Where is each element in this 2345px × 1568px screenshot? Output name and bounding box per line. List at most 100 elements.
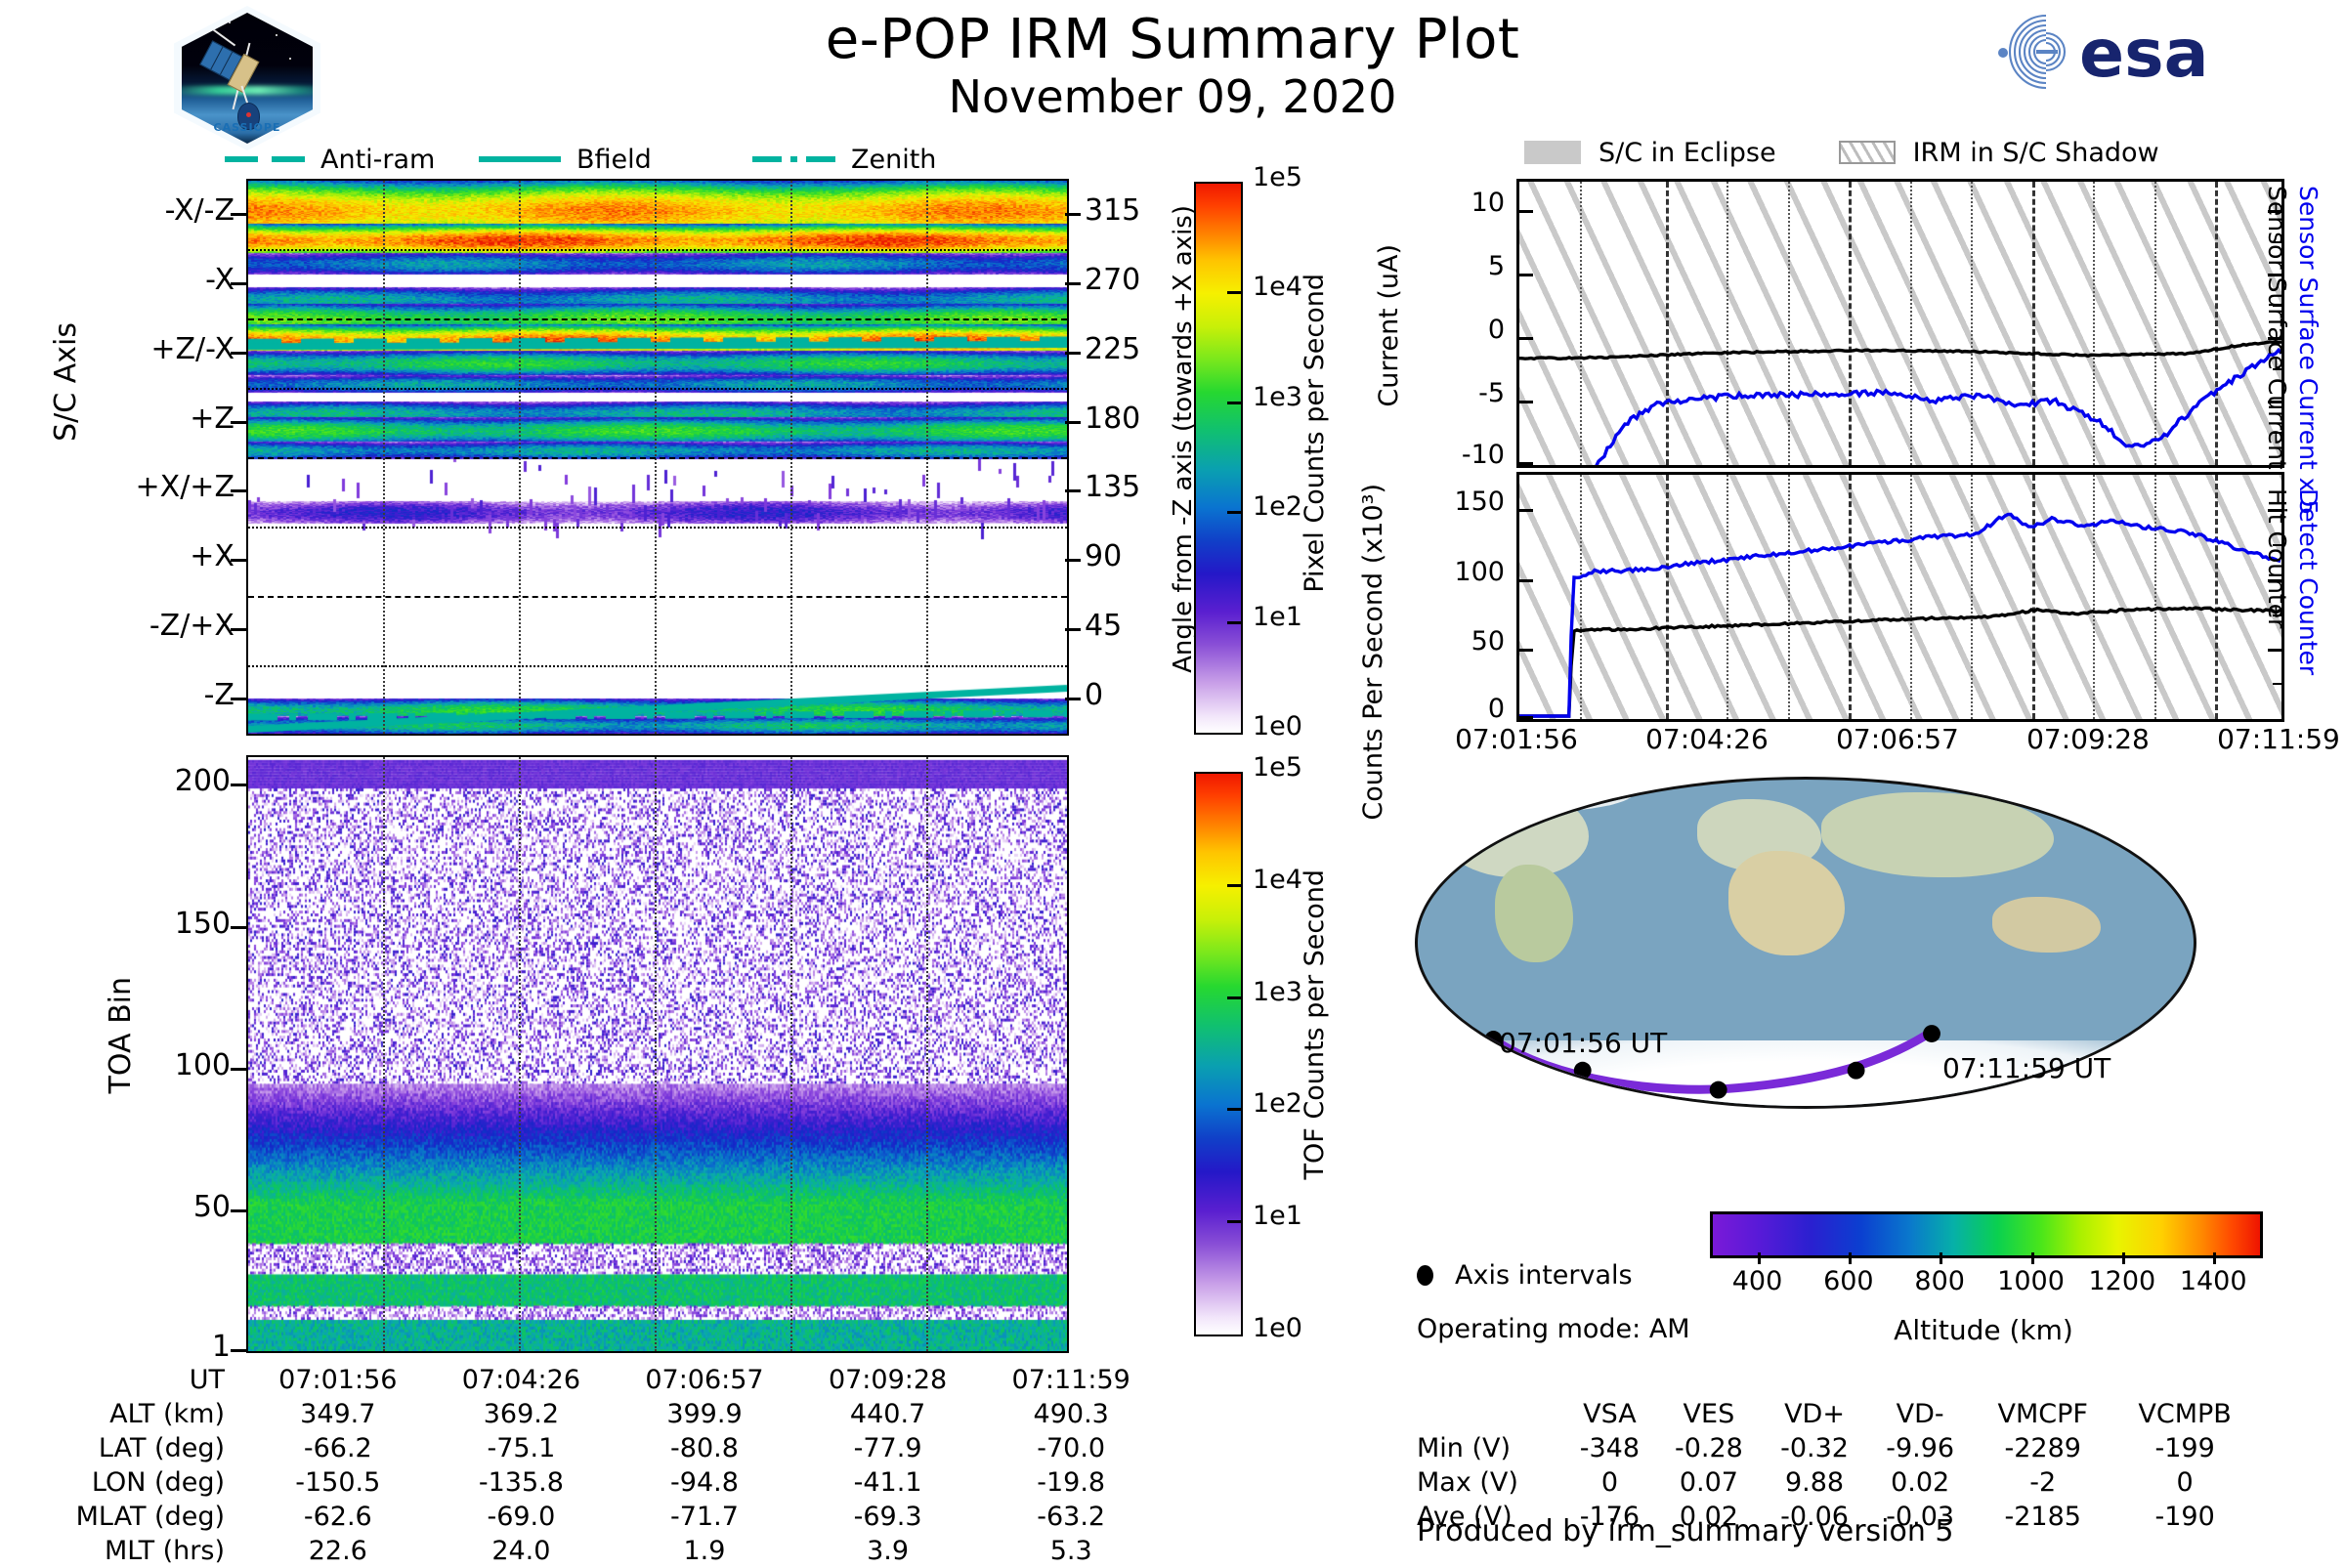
current-ytick-2: 0 xyxy=(1487,315,1505,345)
orbit-cell: 07:06:57 xyxy=(645,1365,764,1395)
angle-ytick-mark-2 xyxy=(231,351,246,355)
altitude-tickmark-4 xyxy=(2121,1252,2125,1264)
orbit-table-row: LAT (deg) -66.2 -75.1 -80.8 -77.9 -70.0 xyxy=(29,1431,1163,1465)
landmass-south-america xyxy=(1495,864,1573,963)
orbit-cell: 07:11:59 xyxy=(1011,1365,1130,1395)
voltage-cell: 0 xyxy=(2176,1467,2194,1498)
zenith-line-icon-2 xyxy=(806,156,835,162)
angle-right-tick-2: 225 xyxy=(1085,331,1141,366)
tof-cbar-tickmark-1 xyxy=(1227,883,1241,887)
angle-ytick-4: +X/+Z xyxy=(135,470,234,505)
orbit-cell: -135.8 xyxy=(478,1467,564,1498)
tof-cbar-tick-4: 1e1 xyxy=(1253,1201,1302,1232)
orbit-cell: 1.9 xyxy=(683,1536,726,1566)
altitude-tickmark-3 xyxy=(2030,1252,2034,1264)
orbit-cell: -62.6 xyxy=(303,1502,372,1532)
angle-cbar-tick-3: 1e2 xyxy=(1253,491,1302,523)
axis-interval-dot-icon xyxy=(1417,1265,1433,1286)
cassiope-mission-patch-icon xyxy=(174,6,320,150)
produced-by-label: Produced by irm_summary version 5 xyxy=(1417,1514,1954,1548)
angle-right-tick-mark-0 xyxy=(1065,213,1081,217)
voltage-cell: 9.88 xyxy=(1784,1467,1845,1498)
tof-cbar-tickmark-4 xyxy=(1227,1220,1241,1224)
tof-spectrogram-canvas xyxy=(248,757,1067,1351)
tof-ytick-mark-3 xyxy=(231,1209,246,1213)
legend-item-anti-ram: Anti-ram xyxy=(225,145,479,175)
tof-ytick-mark-0 xyxy=(231,784,246,787)
voltage-cell: 0.07 xyxy=(1679,1467,1738,1498)
track-end-label: 07:11:59 UT xyxy=(1942,1052,2111,1084)
orbit-cell: 349.7 xyxy=(300,1399,376,1429)
operating-mode-label: Operating mode: AM xyxy=(1417,1314,1690,1344)
angle-ytick-6: -Z/+X xyxy=(149,608,234,643)
counts-right-label-black: Hit Counter xyxy=(2263,488,2291,629)
voltage-cell: -9.96 xyxy=(1886,1433,1955,1463)
angle-ytick-mark-3 xyxy=(231,420,246,424)
current-right-label-blue: Sensor Surface Current x 5 xyxy=(2294,186,2323,516)
angle-cbar-tick-5: 1e0 xyxy=(1253,711,1302,742)
orbit-cell: 490.3 xyxy=(1033,1399,1109,1429)
tof-colorbar-label: TOF Counts per Second xyxy=(1300,869,1330,1180)
landmass-asia xyxy=(1820,792,2055,878)
angle-ytick-mark-0 xyxy=(231,213,246,217)
altitude-ticklabel-3: 1000 xyxy=(1997,1266,2065,1296)
altitude-tickmark-2 xyxy=(1940,1252,1943,1264)
angle-right-tick-mark-6 xyxy=(1065,627,1081,631)
voltage-cell: -2 xyxy=(2029,1467,2057,1498)
voltage-cell: -2289 xyxy=(2004,1433,2081,1463)
orbit-row-header: LON (deg) xyxy=(91,1467,225,1498)
current-ytick-4: -10 xyxy=(1461,440,1505,470)
zenith-line-icon xyxy=(752,156,782,162)
legend-item-bfield: Bfield xyxy=(479,145,752,175)
counter-rates-panel xyxy=(1516,472,2284,722)
legend-label-anti-ram: Anti-ram xyxy=(320,144,436,175)
angle-cbar-tickmark-2 xyxy=(1227,401,1241,404)
counts-xtick-4: 07:11:59 xyxy=(2217,723,2340,755)
altitude-tickmark-5 xyxy=(2213,1252,2217,1264)
voltage-column-header: VCMPB xyxy=(2138,1399,2232,1429)
zenith-dot-icon xyxy=(790,156,797,162)
voltage-column-header: VES xyxy=(1683,1399,1735,1429)
angle-cbar-tickmark-1 xyxy=(1227,291,1241,295)
tof-cbar-tick-5: 1e0 xyxy=(1253,1313,1302,1343)
shadow-legend-label: IRM in S/C Shadow xyxy=(1912,137,2159,168)
altitude-ticklabel-0: 400 xyxy=(1731,1266,1783,1296)
angle-cbar-tick-2: 1e3 xyxy=(1253,381,1302,412)
sensor-current-traces xyxy=(1519,339,2281,465)
tof-cbar-tick-1: 1e4 xyxy=(1253,864,1302,895)
angle-ytick-1: -X xyxy=(205,263,234,298)
antarctica-icecap xyxy=(1418,1040,2194,1106)
orbit-cell: -69.3 xyxy=(853,1502,922,1532)
angle-cbar-tickmark-4 xyxy=(1227,620,1241,624)
orbit-row-header: LAT (deg) xyxy=(98,1433,225,1463)
orbit-cell: 399.9 xyxy=(666,1399,743,1429)
voltage-table-row: Max (V) 0 0.07 9.88 0.02 -2 0 xyxy=(1417,1465,2257,1500)
counter-rate-traces xyxy=(1519,512,2281,718)
voltage-cell: -176 xyxy=(1579,1502,1641,1532)
angle-colorbar xyxy=(1194,182,1243,735)
angle-ytick-5: +X xyxy=(190,539,234,574)
orbit-cell: 07:01:56 xyxy=(278,1365,398,1395)
counts-xtick-0: 07:01:56 xyxy=(1455,723,1578,755)
voltage-cell: -0.06 xyxy=(1780,1502,1849,1532)
orbit-cell: 24.0 xyxy=(491,1536,551,1566)
esa-logo-icon: esa xyxy=(1974,10,2247,94)
tof-ytick-mark-1 xyxy=(231,925,246,929)
altitude-colorbar-label: Altitude (km) xyxy=(1894,1314,2073,1346)
tof-ytick-mark-2 xyxy=(231,1068,246,1071)
anti-ram-line-icon xyxy=(225,156,258,162)
tof-ytick-mark-4 xyxy=(231,1349,246,1352)
svg-text:esa: esa xyxy=(2079,16,2208,93)
voltage-cell: -2185 xyxy=(2004,1502,2081,1532)
counts-ytick-0: 150 xyxy=(1454,487,1505,517)
altitude-colorbar xyxy=(1710,1211,2263,1258)
shadow-swatch-icon xyxy=(1838,141,1896,164)
anti-ram-line-icon-2 xyxy=(272,156,305,162)
tof-cbar-tickmark-2 xyxy=(1227,996,1241,999)
angle-right-tick-1: 270 xyxy=(1085,263,1141,298)
angle-right-tick-3: 180 xyxy=(1085,401,1141,436)
orbit-cell: -150.5 xyxy=(295,1467,381,1498)
orbit-cell: 3.9 xyxy=(867,1536,910,1566)
altitude-ticklabel-4: 1200 xyxy=(2088,1266,2156,1296)
orbit-cell: -75.1 xyxy=(487,1433,556,1463)
